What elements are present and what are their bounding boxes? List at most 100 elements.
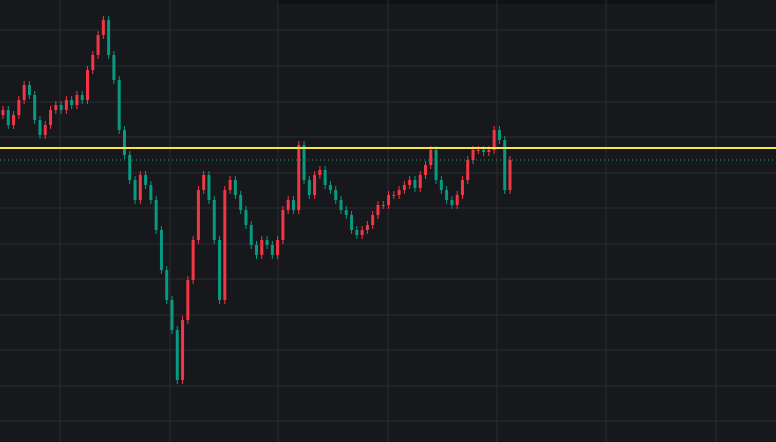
candle-body bbox=[265, 240, 269, 245]
candle-body bbox=[165, 270, 169, 300]
candle-body bbox=[43, 125, 47, 135]
candle-body bbox=[6, 110, 10, 125]
candle-body bbox=[450, 200, 454, 205]
candle-body bbox=[466, 160, 470, 180]
candle-body bbox=[471, 150, 475, 160]
candle-body bbox=[128, 155, 132, 180]
candle-body bbox=[455, 195, 459, 205]
candle-body bbox=[418, 175, 422, 188]
candle-body bbox=[260, 240, 264, 255]
candle-body bbox=[175, 330, 179, 380]
candle-body bbox=[91, 55, 95, 70]
candle-body bbox=[307, 180, 311, 195]
candle-body bbox=[270, 245, 274, 255]
candle-body bbox=[402, 185, 406, 190]
candle-body bbox=[186, 280, 190, 320]
candle-body bbox=[360, 230, 364, 235]
candle-body bbox=[49, 110, 53, 125]
candles bbox=[1, 16, 512, 384]
candle-body bbox=[27, 85, 31, 95]
candle-body bbox=[17, 100, 21, 115]
candle-body bbox=[460, 180, 464, 195]
candle-body bbox=[492, 130, 496, 150]
candle-body bbox=[54, 105, 58, 110]
candle-body bbox=[149, 185, 153, 200]
candle-body bbox=[59, 105, 63, 110]
candle-body bbox=[101, 20, 105, 35]
candle-body bbox=[318, 170, 322, 175]
candle-body bbox=[344, 210, 348, 215]
candle-body bbox=[286, 200, 290, 210]
candle-body bbox=[445, 190, 449, 200]
candle-body bbox=[381, 205, 385, 206]
candle-body bbox=[239, 195, 243, 210]
candle-body bbox=[424, 165, 427, 175]
candle-body bbox=[503, 140, 507, 190]
candle-body bbox=[64, 100, 68, 110]
candle-body bbox=[371, 215, 375, 225]
candle-body bbox=[122, 130, 126, 155]
candle-body bbox=[96, 35, 100, 55]
candle-body bbox=[233, 180, 237, 195]
candle-body bbox=[117, 80, 121, 130]
candle-body bbox=[207, 175, 211, 200]
candle-body bbox=[434, 150, 438, 180]
candle-body bbox=[170, 300, 174, 330]
candle-body bbox=[38, 120, 42, 135]
candle-body bbox=[228, 180, 232, 190]
candle-body bbox=[133, 180, 137, 200]
candle-body bbox=[86, 70, 89, 100]
candle-body bbox=[112, 55, 116, 80]
candle-body bbox=[376, 205, 380, 215]
candle-body bbox=[476, 150, 480, 151]
candle-body bbox=[75, 95, 79, 105]
candle-body bbox=[70, 100, 74, 105]
candle-body bbox=[291, 200, 295, 210]
candle-body bbox=[429, 150, 433, 165]
candle-body bbox=[482, 150, 486, 152]
candle-body bbox=[413, 180, 417, 188]
candle-body bbox=[244, 210, 248, 225]
candle-body bbox=[138, 175, 142, 200]
candle-body bbox=[196, 190, 200, 240]
candle-body bbox=[439, 180, 443, 190]
candle-body bbox=[80, 95, 84, 100]
candle-body bbox=[107, 20, 111, 55]
candle-body bbox=[408, 180, 412, 185]
candle-body bbox=[181, 320, 185, 380]
candle-body bbox=[387, 195, 391, 205]
candle-body bbox=[365, 225, 369, 230]
candle-body bbox=[313, 175, 317, 195]
candle-body bbox=[249, 225, 253, 245]
candle-body bbox=[392, 195, 396, 196]
candle-body bbox=[334, 190, 338, 200]
candle-body bbox=[355, 230, 359, 235]
candle-body bbox=[508, 160, 512, 190]
candle-body bbox=[1, 110, 5, 115]
candle-body bbox=[339, 200, 343, 210]
candle-body bbox=[276, 240, 280, 255]
candle-body bbox=[12, 115, 16, 125]
candle-body bbox=[33, 95, 37, 120]
candle-body bbox=[191, 240, 195, 280]
candle-body bbox=[223, 190, 227, 300]
candle-body bbox=[297, 145, 301, 210]
candle-body bbox=[159, 230, 163, 270]
candle-body bbox=[350, 215, 354, 230]
candle-body bbox=[281, 210, 285, 240]
candle-body bbox=[22, 85, 26, 100]
candle-body bbox=[302, 145, 306, 180]
candle-body bbox=[328, 185, 332, 190]
candle-body bbox=[487, 150, 491, 152]
candle-body bbox=[218, 240, 222, 300]
candle-body bbox=[202, 175, 206, 190]
candle-body bbox=[212, 200, 216, 240]
candle-body bbox=[323, 170, 327, 185]
candle-body bbox=[255, 245, 258, 255]
candle-body bbox=[154, 200, 158, 230]
candle-body bbox=[397, 190, 401, 195]
candle-body bbox=[497, 130, 501, 140]
candle-body bbox=[144, 175, 148, 185]
